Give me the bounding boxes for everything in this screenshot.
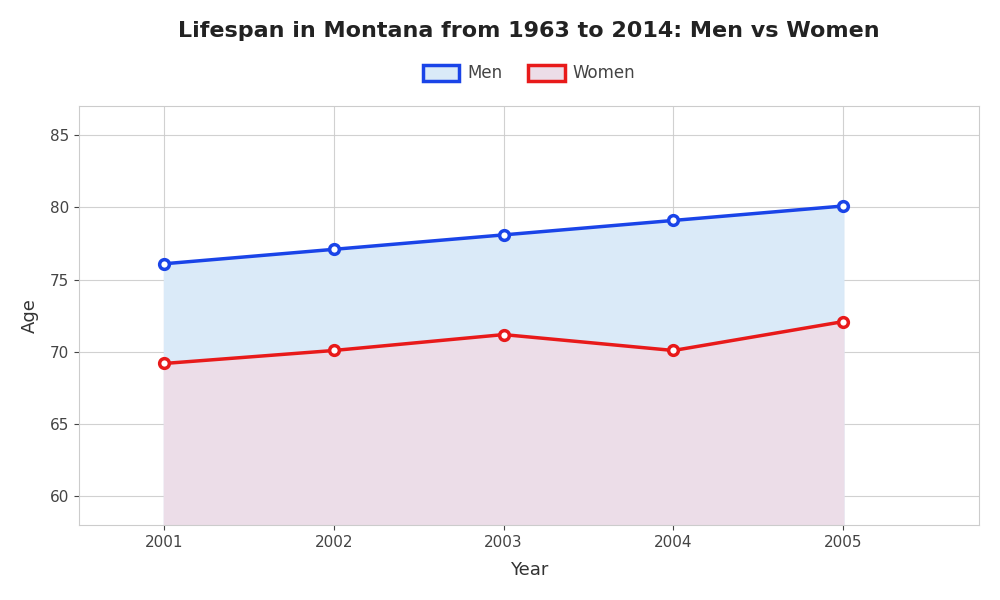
Legend: Men, Women: Men, Women — [423, 64, 635, 82]
Title: Lifespan in Montana from 1963 to 2014: Men vs Women: Lifespan in Montana from 1963 to 2014: M… — [178, 21, 880, 41]
Y-axis label: Age: Age — [21, 298, 39, 333]
X-axis label: Year: Year — [510, 561, 548, 579]
